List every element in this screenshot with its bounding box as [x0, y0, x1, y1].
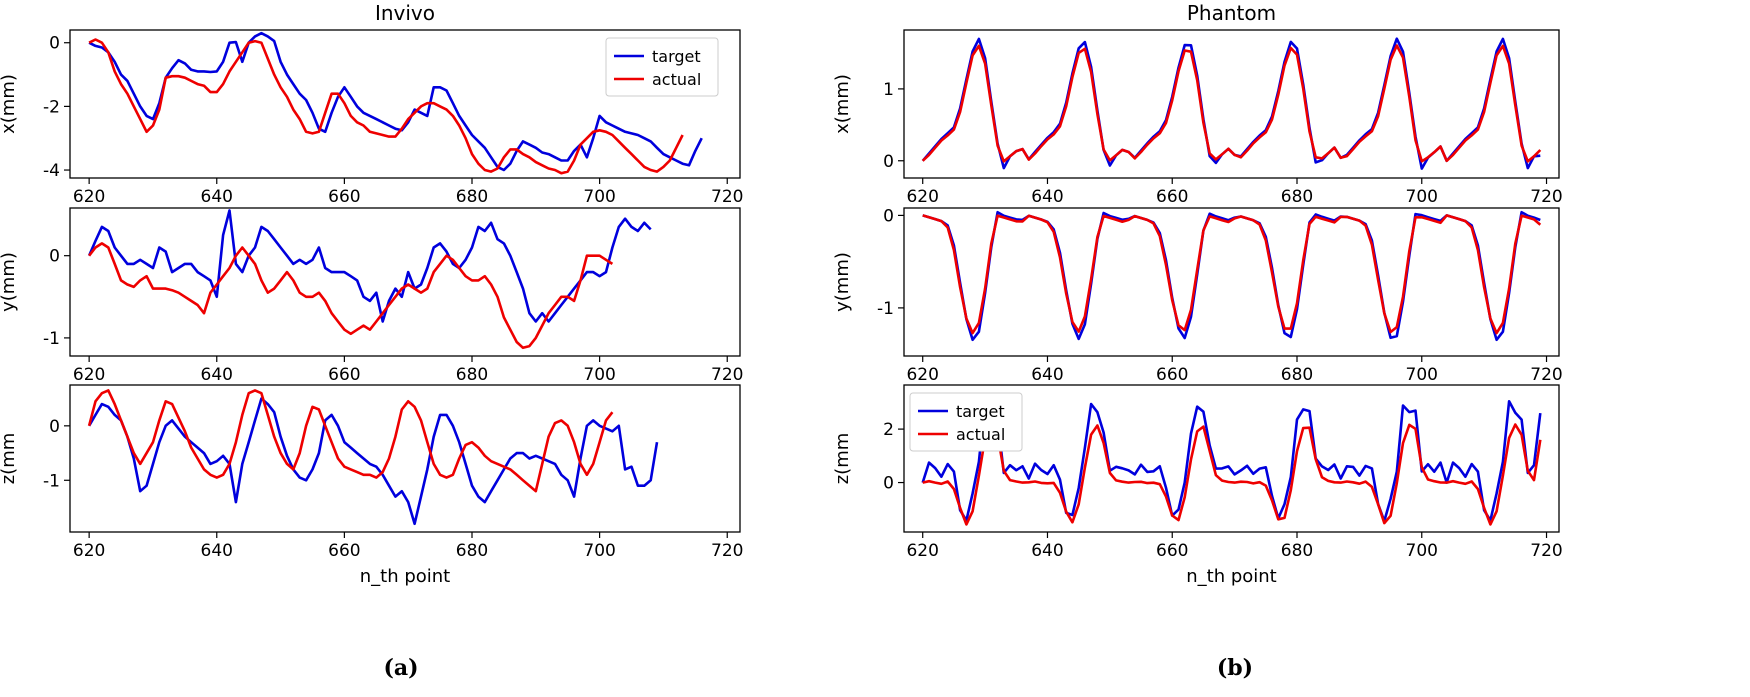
series-line-target — [88, 31, 703, 172]
series-line-actual — [922, 423, 1542, 526]
axes-frame — [903, 29, 1560, 179]
panel-invivo-z: 620 640 660 680 700 720 0 -1 z(mm n_th point — [0, 384, 743, 587]
x-tick-label: 700 — [1406, 541, 1438, 561]
axes-frame — [903, 207, 1560, 357]
panel-phantom-y: 620 640 660 680 700 720 0 -1 y(mm) — [832, 206, 1563, 385]
y-axis-label: z(mm — [0, 433, 19, 485]
x-tick-label: 720 — [711, 187, 743, 207]
series-line-actual — [88, 242, 614, 350]
y-tick-label: -2 — [43, 97, 60, 117]
x-tick-label: 700 — [1406, 365, 1438, 385]
panel-phantom-x: 620 640 660 680 700 720 1 0 x(mm) Phantom — [832, 1, 1563, 207]
x-axis-label: n_th point — [1186, 566, 1277, 587]
series-line-actual — [87, 389, 614, 493]
x-tick-label: 700 — [1406, 187, 1438, 207]
x-tick-label: 700 — [583, 541, 615, 561]
x-tick-label: 680 — [456, 187, 488, 207]
series-line-actual — [921, 44, 1542, 163]
x-tick-label: 640 — [201, 541, 233, 561]
x-tick-label: 720 — [711, 541, 743, 561]
x-tick-label: 660 — [1156, 365, 1188, 385]
legend-label-actual: actual — [956, 425, 1005, 444]
series-line-target — [87, 397, 659, 526]
axes-frame — [903, 384, 1560, 533]
y-tick-label: 0 — [883, 152, 894, 172]
x-tick-label: 640 — [1031, 541, 1063, 561]
series-line-target — [87, 209, 652, 323]
x-tick-label: 660 — [328, 365, 360, 385]
x-tick-label: 720 — [1530, 541, 1562, 561]
y-tick-label: 0 — [49, 34, 60, 54]
x-tick-label: 660 — [328, 541, 360, 561]
x-tick-label: 700 — [583, 187, 615, 207]
x-tick-label: 620 — [906, 365, 938, 385]
chart-title: Phantom — [1187, 1, 1276, 25]
panel-invivo-y: 620 640 660 680 700 720 0 -1 y(mm) — [0, 207, 743, 385]
x-tick-label: 640 — [1031, 365, 1063, 385]
y-axis-label: y(mm) — [832, 252, 853, 312]
y-tick-label: 2 — [883, 420, 894, 440]
x-tick-label: 720 — [1530, 187, 1562, 207]
x-tick-label: 640 — [201, 365, 233, 385]
caption-a: (a) — [383, 655, 418, 681]
y-tick-label: 0 — [49, 247, 60, 267]
legend-label-actual: actual — [652, 70, 701, 89]
y-tick-label: -1 — [877, 299, 894, 319]
y-tick-label: 0 — [883, 206, 894, 226]
axes-frame — [69, 207, 741, 357]
x-tick-label: 720 — [711, 365, 743, 385]
x-tick-label: 680 — [456, 365, 488, 385]
legend: target actual — [605, 37, 719, 97]
series-line-actual — [88, 38, 684, 175]
x-tick-label: 620 — [73, 187, 105, 207]
x-tick-label: 680 — [456, 541, 488, 561]
series-line-target — [921, 37, 1541, 170]
panel-invivo-x: 620 640 660 680 700 720 0 -2 -4 x(mm) Invivo target… — [0, 1, 743, 207]
axes-frame — [69, 384, 741, 533]
y-tick-label: 0 — [883, 474, 894, 494]
legend-label-target: target — [652, 47, 701, 66]
x-tick-label: 620 — [73, 541, 105, 561]
x-tick-label: 640 — [201, 187, 233, 207]
y-tick-label: -1 — [43, 471, 60, 491]
caption-b: (b) — [1217, 655, 1253, 681]
axes-frame — [69, 29, 741, 179]
y-axis-label: x(mm) — [832, 74, 853, 134]
legend-label-target: target — [956, 402, 1005, 421]
x-axis-label: n_th point — [360, 566, 451, 587]
series-line-actual — [922, 214, 1542, 335]
y-tick-label: -1 — [43, 329, 60, 349]
x-tick-label: 620 — [906, 187, 938, 207]
x-tick-label: 700 — [583, 365, 615, 385]
x-tick-label: 680 — [1281, 365, 1313, 385]
x-tick-label: 660 — [328, 187, 360, 207]
legend: target actual — [909, 392, 1023, 452]
x-tick-label: 720 — [1530, 365, 1562, 385]
series-line-target — [921, 399, 1542, 523]
y-tick-label: 1 — [883, 80, 894, 100]
y-tick-label: 0 — [49, 417, 60, 437]
x-tick-label: 660 — [1156, 187, 1188, 207]
x-tick-label: 660 — [1156, 541, 1188, 561]
x-tick-label: 680 — [1281, 187, 1313, 207]
y-axis-label: z(mm — [832, 433, 853, 485]
y-tick-label: -4 — [43, 161, 60, 181]
x-tick-label: 640 — [1031, 187, 1063, 207]
y-axis-label: x(mm) — [0, 74, 19, 134]
panel-phantom-z: 620 640 660 680 700 720 2 0 z(mm n_th point target… — [832, 384, 1563, 587]
x-tick-label: 620 — [73, 365, 105, 385]
series-line-target — [922, 210, 1541, 342]
x-tick-label: 620 — [906, 541, 938, 561]
chart-title: Invivo — [375, 1, 435, 25]
y-axis-label: y(mm) — [0, 252, 19, 312]
x-tick-label: 680 — [1281, 541, 1313, 561]
